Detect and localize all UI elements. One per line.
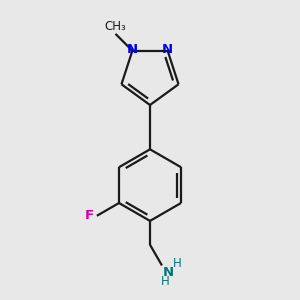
Text: F: F <box>85 209 94 222</box>
Text: N: N <box>127 43 138 56</box>
Text: N: N <box>163 266 174 280</box>
Text: H: H <box>161 275 170 288</box>
Text: H: H <box>173 257 182 270</box>
Text: N: N <box>162 43 173 56</box>
Text: CH₃: CH₃ <box>105 20 126 33</box>
